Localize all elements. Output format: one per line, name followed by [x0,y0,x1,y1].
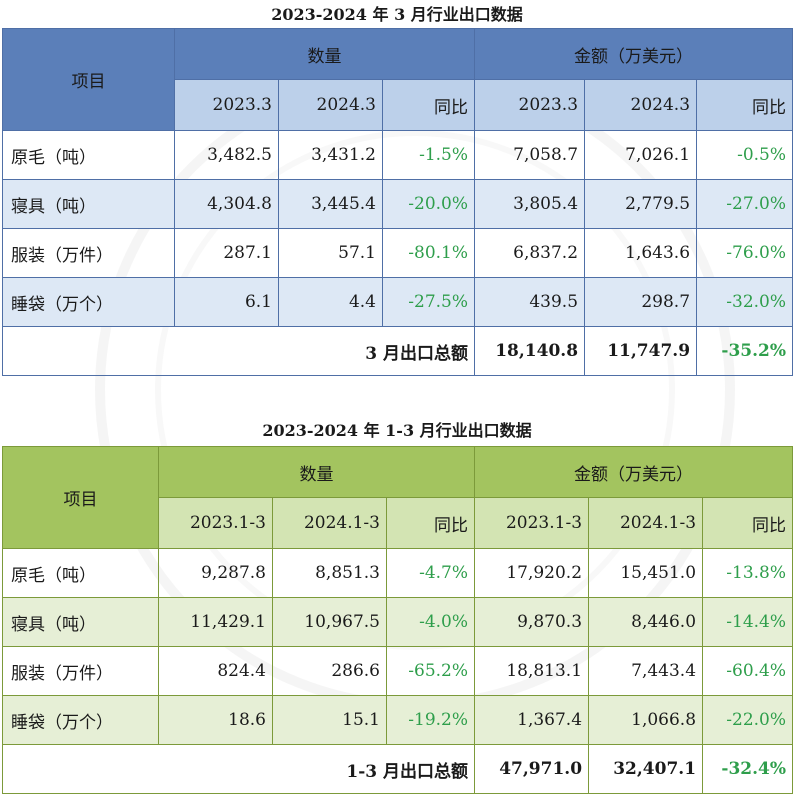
table-row: 睡袋（万个） 6.1 4.4 -27.5% 439.5 298.7 -32.0% [2,277,794,327]
table-cell: 2,779.5 [584,179,698,229]
table-cell: 1,066.8 [588,695,704,745]
row-label: 原毛（吨） [2,548,159,598]
table-cell: 1,643.6 [584,228,698,278]
table1-qty-header: 数量 [173,28,476,80]
table-cell: 18,813.1 [474,646,590,696]
table-cell: 3,431.2 [278,130,383,180]
total-cell: 11,747.9 [584,326,698,376]
yoy-cell: -65.2% [385,646,476,696]
table-row: 寝具（吨） 4,304.8 3,445.4 -20.0% 3,805.4 2,7… [2,179,794,229]
table1-item-header: 项目 [2,28,175,131]
row-label: 睡袋（万个） [2,695,159,745]
table-cell: 9,870.3 [474,597,590,647]
table-row: 原毛（吨） 3,482.5 3,431.2 -1.5% 7,058.7 7,02… [2,130,794,180]
table-row: 睡袋（万个） 18.6 15.1 -19.2% 1,367.4 1,066.8 … [2,695,794,745]
table2-subheader: 2024.1-3 [588,497,704,549]
table-cell: 4,304.8 [174,179,279,229]
total-label: 1-3 月出口总额 [1,744,476,794]
table-cell: 1,367.4 [474,695,590,745]
table2-title: 2023-2024 年 1-3 月行业出口数据 [262,421,532,440]
yoy-cell: -76.0% [696,228,794,278]
table-cell: 10,967.5 [272,597,387,647]
table2-subheader: 2023.1-3 [474,497,590,549]
table-cell: 7,026.1 [584,130,698,180]
table-cell: 17,920.2 [474,548,590,598]
total-cell: 18,140.8 [474,326,586,376]
table2-qty-header: 数量 [157,446,476,498]
table2-item-header: 项目 [2,446,159,549]
yoy-cell: -0.5% [696,130,794,180]
row-label: 寝具（吨） [2,597,159,647]
table1-subheader: 2024.3 [584,79,698,131]
table-cell: 6,837.2 [474,228,586,278]
table-cell: 4.4 [278,277,383,327]
table-cell: 287.1 [174,228,279,278]
table-cell: 3,482.5 [174,130,279,180]
table-cell: 8,446.0 [588,597,704,647]
yoy-cell: -27.5% [381,277,476,327]
row-label: 睡袋（万个） [2,277,175,327]
table-row: 服装（万件） 824.4 286.6 -65.2% 18,813.1 7,443… [2,646,794,696]
total-cell: 32,407.1 [588,744,704,794]
total-yoy-cell: -35.2% [696,326,794,376]
table1-subheader: 同比 [696,79,794,131]
yoy-cell: -4.7% [385,548,476,598]
table1-amount-header: 金额（万美元） [474,28,794,80]
table-row: 寝具（吨） 11,429.1 10,967.5 -4.0% 9,870.3 8,… [2,597,794,647]
yoy-cell: -19.2% [385,695,476,745]
table-cell: 298.7 [584,277,698,327]
table-cell: 15.1 [272,695,387,745]
table-cell: 7,058.7 [474,130,586,180]
table-cell: 57.1 [278,228,383,278]
table2-subheader: 2023.1-3 [158,497,273,549]
table-cell: 8,851.3 [272,548,387,598]
table-row: 服装（万件） 287.1 57.1 -80.1% 6,837.2 1,643.6… [2,228,794,278]
total-cell: 47,971.0 [474,744,590,794]
table-cell: 11,429.1 [158,597,273,647]
table1: 项目 数量 金额（万美元） 2023.3 2024.3 同比 2023.3 20… [1,28,794,376]
table2-subheader: 2024.1-3 [272,497,387,549]
yoy-cell: -14.4% [702,597,794,647]
row-label: 寝具（吨） [2,179,175,229]
yoy-cell: -1.5% [381,130,476,180]
table1-subheader: 2024.3 [278,79,383,131]
table-row: 原毛（吨） 9,287.8 8,851.3 -4.7% 17,920.2 15,… [2,548,794,598]
yoy-cell: -4.0% [385,597,476,647]
yoy-cell: -20.0% [381,179,476,229]
table-cell: 18.6 [158,695,273,745]
yoy-cell: -27.0% [696,179,794,229]
table-cell: 15,451.0 [588,548,704,598]
yoy-cell: -22.0% [702,695,794,745]
table2-subheader: 同比 [702,497,794,549]
table2-subheader: 同比 [385,497,476,549]
row-label: 服装（万件） [2,646,159,696]
table-cell: 439.5 [474,277,586,327]
row-label: 服装（万件） [2,228,175,278]
table-cell: 6.1 [174,277,279,327]
table1-title: 2023-2024 年 3 月行业出口数据 [271,5,523,24]
table1-subheader: 2023.3 [174,79,279,131]
yoy-cell: -60.4% [702,646,794,696]
table-cell: 286.6 [272,646,387,696]
total-yoy-cell: -32.4% [702,744,794,794]
total-row: 1-3 月出口总额 47,971.0 32,407.1 -32.4% [1,744,794,794]
total-row: 3 月出口总额 18,140.8 11,747.9 -35.2% [1,326,794,376]
row-label: 原毛（吨） [2,130,175,180]
yoy-cell: -32.0% [696,277,794,327]
table-cell: 3,445.4 [278,179,383,229]
yoy-cell: -80.1% [381,228,476,278]
table1-subheader: 同比 [381,79,476,131]
total-label: 3 月出口总额 [1,326,476,376]
yoy-cell: -13.8% [702,548,794,598]
table1-subheader: 2023.3 [474,79,586,131]
table-cell: 3,805.4 [474,179,586,229]
table-cell: 824.4 [158,646,273,696]
table2: 项目 数量 金额（万美元） 2023.1-3 2024.1-3 同比 2023.… [1,446,794,794]
table-cell: 7,443.4 [588,646,704,696]
table2-amount-header: 金额（万美元） [474,446,794,498]
table-cell: 9,287.8 [158,548,273,598]
